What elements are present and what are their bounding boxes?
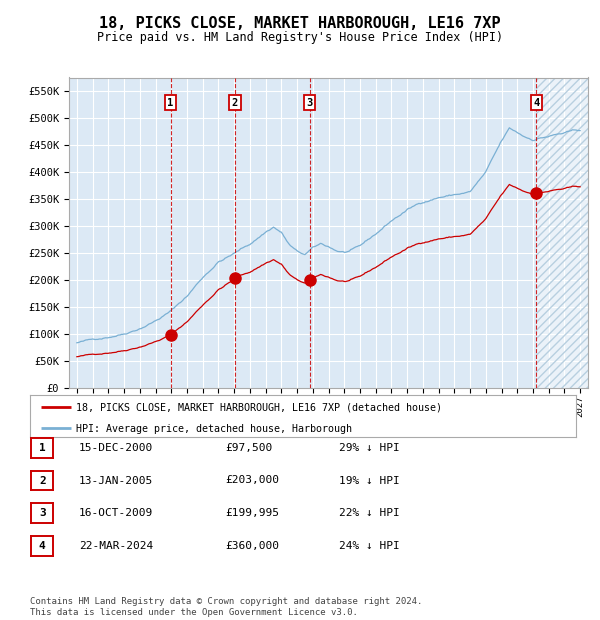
Text: 1: 1 [167,98,173,108]
Bar [536,78,588,388]
Bar [536,78,588,388]
Text: 22% ↓ HPI: 22% ↓ HPI [339,508,400,518]
Text: HPI: Average price, detached house, Harborough: HPI: Average price, detached house, Harb… [76,423,352,433]
Text: 19% ↓ HPI: 19% ↓ HPI [339,476,400,485]
Text: 24% ↓ HPI: 24% ↓ HPI [339,541,400,551]
Text: 22-MAR-2024: 22-MAR-2024 [79,541,154,551]
Text: 3: 3 [39,508,46,518]
Text: 15-DEC-2000: 15-DEC-2000 [79,443,154,453]
Text: 29% ↓ HPI: 29% ↓ HPI [339,443,400,453]
Text: 16-OCT-2009: 16-OCT-2009 [79,508,154,518]
Text: 3: 3 [307,98,313,108]
Text: 4: 4 [533,98,539,108]
Text: 18, PICKS CLOSE, MARKET HARBOROUGH, LE16 7XP: 18, PICKS CLOSE, MARKET HARBOROUGH, LE16… [99,16,501,30]
Text: £360,000: £360,000 [225,541,279,551]
Text: Contains HM Land Registry data © Crown copyright and database right 2024.
This d: Contains HM Land Registry data © Crown c… [30,598,422,617]
Text: £199,995: £199,995 [225,508,279,518]
Text: Price paid vs. HM Land Registry's House Price Index (HPI): Price paid vs. HM Land Registry's House … [97,31,503,44]
Text: £97,500: £97,500 [225,443,272,453]
Text: £203,000: £203,000 [225,476,279,485]
Text: 2: 2 [232,98,238,108]
Text: 18, PICKS CLOSE, MARKET HARBOROUGH, LE16 7XP (detached house): 18, PICKS CLOSE, MARKET HARBOROUGH, LE16… [76,402,442,412]
Text: 2: 2 [39,476,46,485]
Text: 1: 1 [39,443,46,453]
Text: 4: 4 [39,541,46,551]
Text: 13-JAN-2005: 13-JAN-2005 [79,476,154,485]
